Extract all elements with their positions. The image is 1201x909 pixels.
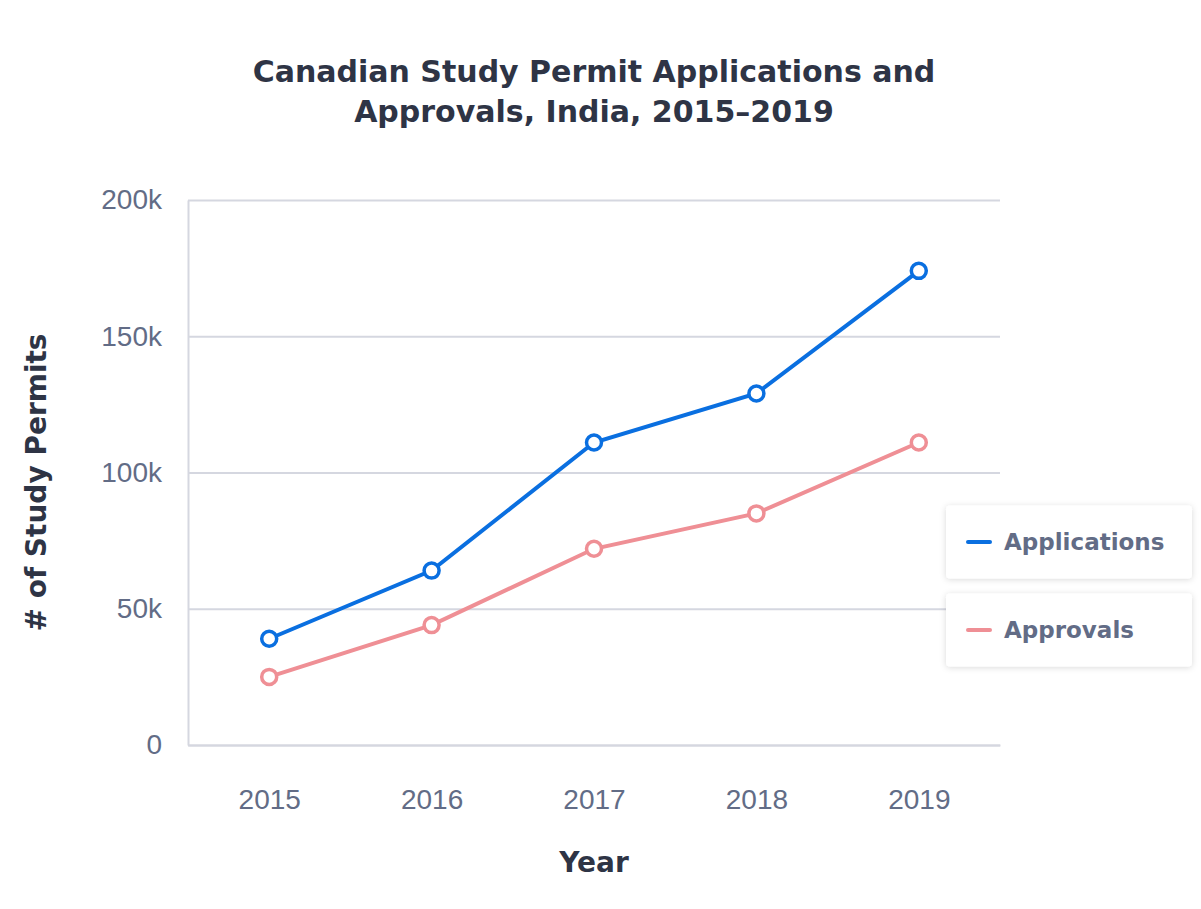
y-tick-label: 100k bbox=[101, 457, 163, 488]
legend: Applications Approvals bbox=[946, 506, 1192, 667]
x-tick: 2016 bbox=[401, 745, 463, 815]
y-tick-label: 200k bbox=[101, 184, 163, 215]
series-marker bbox=[911, 435, 926, 450]
x-axis-title: Year bbox=[558, 846, 629, 879]
series-marker bbox=[749, 506, 764, 521]
series-marker bbox=[911, 263, 926, 278]
y-tick: 0 bbox=[146, 729, 1000, 760]
y-axis: 0 50k 100k 150k 200k bbox=[101, 184, 1000, 760]
series-line bbox=[269, 271, 919, 639]
series-marker bbox=[587, 541, 602, 556]
y-tick: 100k bbox=[101, 457, 1000, 488]
legend-swatch bbox=[968, 628, 990, 632]
y-tick: 200k bbox=[101, 184, 1000, 215]
legend-label: Applications bbox=[1004, 529, 1164, 555]
legend-box bbox=[946, 594, 1192, 667]
series-marker bbox=[424, 563, 439, 578]
x-tick: 2015 bbox=[239, 745, 301, 815]
y-tick-label: 150k bbox=[101, 321, 163, 352]
legend-label: Approvals bbox=[1004, 617, 1134, 643]
x-tick: 2019 bbox=[888, 745, 950, 815]
y-tick-label: 50k bbox=[117, 593, 163, 624]
y-tick: 150k bbox=[101, 321, 1000, 352]
series-marker bbox=[262, 631, 277, 646]
legend-item: Approvals bbox=[946, 594, 1192, 667]
x-axis: 2015 2016 2017 2018 2019 bbox=[189, 745, 1001, 815]
chart: 0 50k 100k 150k 200k 2015 2016 2017 2018 2019 Cana… bbox=[0, 0, 1201, 909]
x-tick: 2017 bbox=[563, 745, 625, 815]
legend-item: Applications bbox=[946, 506, 1192, 579]
legend-box bbox=[946, 506, 1192, 579]
x-axis-line bbox=[189, 745, 1001, 747]
series-marker bbox=[262, 669, 277, 684]
plot-area bbox=[262, 263, 927, 684]
y-tick: 50k bbox=[117, 593, 1000, 624]
chart-title-line: Approvals, India, 2015–2019 bbox=[354, 94, 834, 129]
x-tick-label: 2016 bbox=[401, 784, 463, 815]
x-tick-label: 2019 bbox=[888, 784, 950, 815]
y-tick-label: 0 bbox=[146, 729, 162, 760]
x-tick-label: 2015 bbox=[239, 784, 301, 815]
chart-title: Canadian Study Permit Applications and Ap… bbox=[253, 54, 936, 129]
chart-title-line: Canadian Study Permit Applications and bbox=[253, 54, 936, 89]
x-tick-label: 2018 bbox=[726, 784, 788, 815]
grid-line bbox=[188, 200, 1000, 202]
x-tick-label: 2017 bbox=[563, 784, 625, 815]
series-marker bbox=[424, 618, 439, 633]
series-marker bbox=[587, 435, 602, 450]
grid-line bbox=[188, 745, 1000, 747]
grid-line bbox=[188, 336, 1000, 338]
series-line bbox=[269, 443, 919, 677]
grid-line bbox=[188, 608, 1000, 610]
x-tick: 2018 bbox=[726, 745, 788, 815]
y-axis-title: # of Study Permits bbox=[20, 333, 53, 631]
grid-line bbox=[188, 472, 1000, 474]
series-marker bbox=[749, 386, 764, 401]
legend-swatch bbox=[968, 540, 990, 544]
